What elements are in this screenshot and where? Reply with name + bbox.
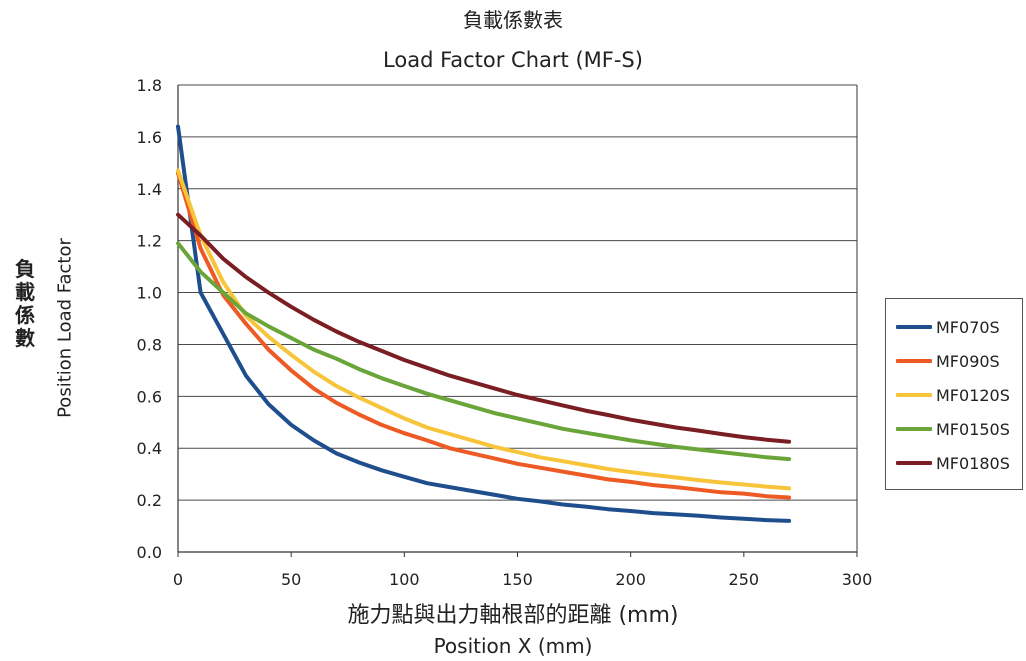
y-axis-label: 負載係數 <box>12 258 38 350</box>
y-axis-label-char: 係 <box>15 303 35 327</box>
legend-item-mf0120s: MF0120S <box>886 378 1022 412</box>
x-tick-label: 100 <box>389 570 420 589</box>
x-tick-label: 300 <box>842 570 873 589</box>
legend-label: MF090S <box>936 351 1000 371</box>
legend-swatch <box>896 325 932 329</box>
x-tick-label: 50 <box>281 570 301 589</box>
legend-swatch <box>896 359 932 363</box>
y-axis-label-char: 載 <box>15 280 35 304</box>
legend-swatch <box>896 461 932 465</box>
legend-swatch <box>896 427 932 431</box>
x-tick-label: 200 <box>615 570 646 589</box>
series-lines <box>176 124 792 523</box>
y-tick-label: 1.8 <box>137 76 162 95</box>
series-line-mf0180s <box>176 212 792 444</box>
y-axis-label-en: Position Load Factor <box>54 238 76 418</box>
legend-label: MF0120S <box>936 385 1010 405</box>
y-tick-label: 0.8 <box>137 335 162 354</box>
y-tick-label: 1.2 <box>137 232 162 251</box>
chart-title: 負載係數表 <box>463 8 563 32</box>
x-axis-label-en: Position X (mm) <box>433 634 593 658</box>
legend-item-mf0150s: MF0150S <box>886 412 1022 446</box>
x-axis-label: 施力點與出力軸根部的距離 (mm) <box>347 603 679 628</box>
legend-label: MF0180S <box>936 453 1010 473</box>
legend-item-mf070s: MF070S <box>886 310 1022 344</box>
tick-labels: 0.0 0.2 0.4 0.6 0.8 1.0 1.2 1.4 1.6 1.8 0 50 100 150 2… <box>137 76 873 589</box>
y-axis-label-char: 數 <box>15 326 35 350</box>
y-tick-label: 1.4 <box>137 180 162 199</box>
legend-label: MF070S <box>936 317 1000 337</box>
x-tick-label: 150 <box>502 570 533 589</box>
gridlines <box>178 84 857 553</box>
y-tick-label: 0.6 <box>137 387 162 406</box>
y-tick-label: 0.0 <box>137 543 162 562</box>
series-line-mf0150s <box>176 241 792 462</box>
x-tick-label: 0 <box>173 570 183 589</box>
series-line-mf090s <box>176 171 792 500</box>
y-tick-label: 1.6 <box>137 128 162 147</box>
series-line-mf0120s <box>176 168 792 491</box>
y-tick-label: 1.0 <box>137 284 162 303</box>
y-tick-label: 0.4 <box>137 439 162 458</box>
legend-item-mf0180s: MF0180S <box>886 446 1022 480</box>
x-tick-label: 250 <box>729 570 760 589</box>
y-axis-label-char: 負 <box>15 257 35 281</box>
legend-label: MF0150S <box>936 419 1010 439</box>
legend-swatch <box>896 393 932 397</box>
axes <box>177 85 858 557</box>
y-tick-label: 0.2 <box>137 491 162 510</box>
legend: MF070S MF090S MF0120S MF0150S MF0180S <box>885 298 1023 490</box>
series-line-mf070s <box>176 124 792 523</box>
chart-subtitle: Load Factor Chart (MF-S) <box>383 48 643 72</box>
legend-item-mf090s: MF090S <box>886 344 1022 378</box>
